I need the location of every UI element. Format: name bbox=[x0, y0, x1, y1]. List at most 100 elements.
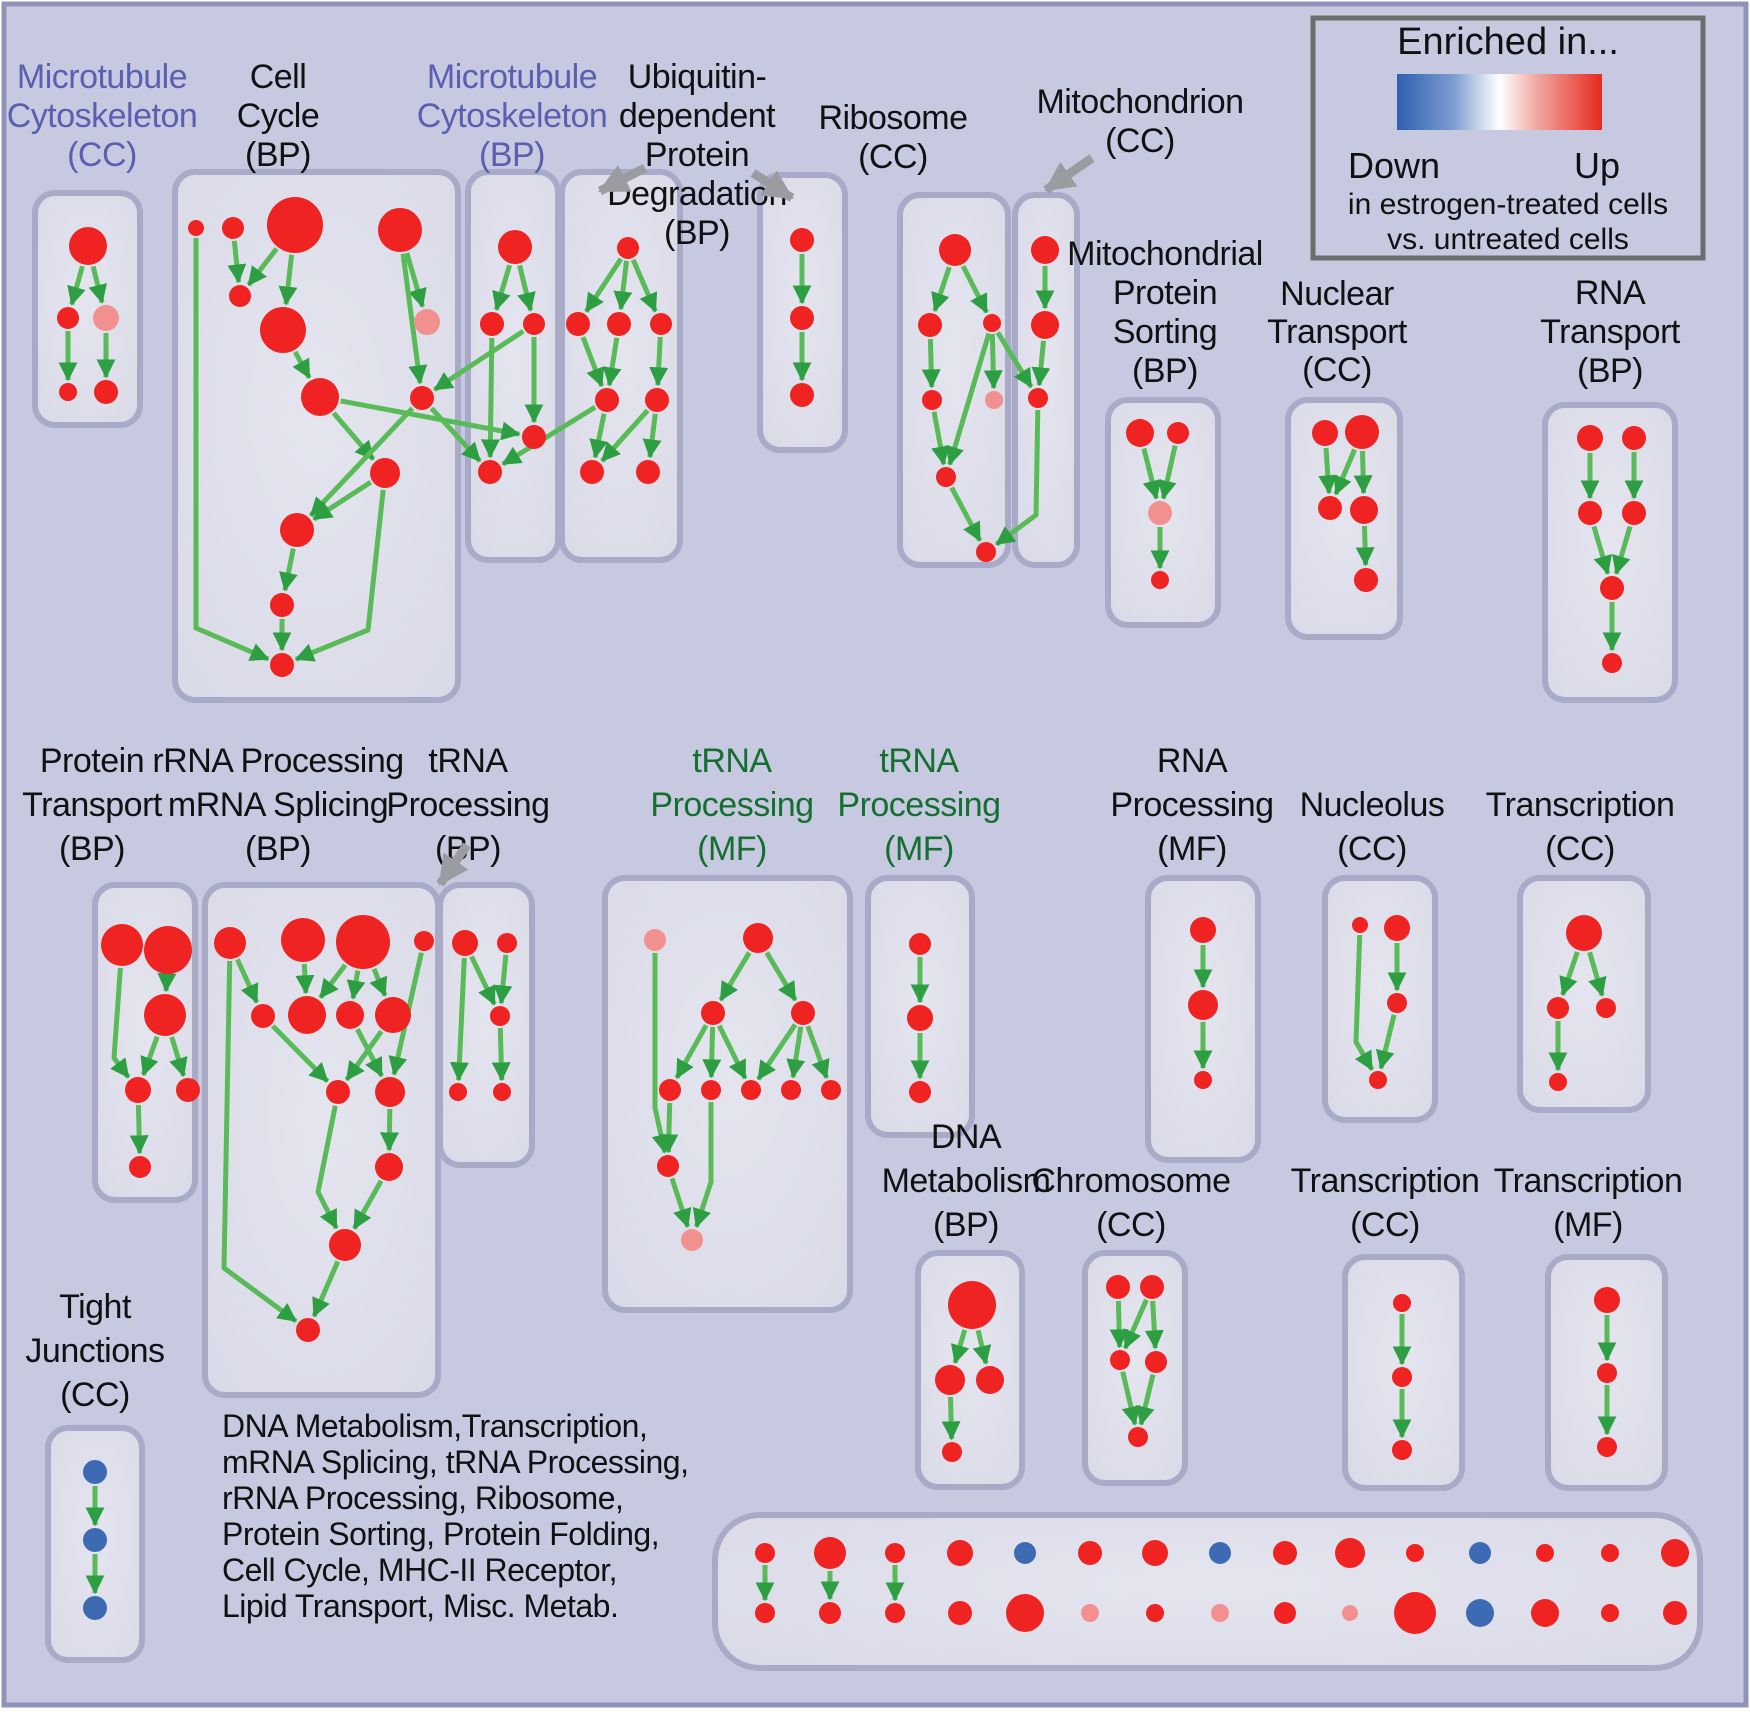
node-rrna-q4 bbox=[414, 931, 434, 951]
edge-c4-c7 bbox=[404, 252, 427, 308]
node-trmf1-g7 bbox=[741, 1080, 761, 1100]
edge-e4-e5 bbox=[1612, 525, 1633, 575]
edge-c11-c12 bbox=[279, 548, 298, 592]
cluster-label-rt: Transport bbox=[1540, 313, 1681, 351]
edge-q1-q5 bbox=[235, 958, 260, 1004]
edge-g4-g7 bbox=[756, 1023, 798, 1081]
edge-d2-d4 bbox=[941, 1396, 961, 1441]
node-trmf2-k2 bbox=[907, 1005, 933, 1031]
node-sum-sb15 bbox=[1663, 1601, 1687, 1625]
node-sum-sb3 bbox=[885, 1603, 905, 1623]
cluster-box-trmf1 bbox=[602, 875, 853, 1313]
cluster-label-rt: RNA bbox=[1575, 274, 1646, 312]
edge-ch2-ch4 bbox=[1144, 1300, 1164, 1350]
node-rrna-q6 bbox=[288, 996, 326, 1034]
edge-d1-d2 bbox=[950, 1329, 970, 1364]
cluster-label-chr: Chromosome bbox=[1031, 1162, 1230, 1200]
node-tcc3-z3 bbox=[1392, 1440, 1412, 1460]
edge-q9-q12 bbox=[315, 1105, 339, 1230]
node-sum-st8 bbox=[1209, 1542, 1231, 1564]
node-chr-ch2 bbox=[1140, 1275, 1164, 1299]
cluster-label-ub1: Ubiquitin- bbox=[628, 58, 767, 96]
edge-q8-q9 bbox=[344, 1029, 384, 1082]
misc-groups-text-line5: Cell Cycle, MHC-II Receptor, bbox=[222, 1552, 617, 1588]
edge-q1-q13 bbox=[221, 960, 298, 1324]
cluster-label-trmf2: tRNA bbox=[879, 742, 959, 780]
edge-ch1-ch3 bbox=[1109, 1300, 1129, 1349]
node-cc-c10 bbox=[370, 458, 400, 488]
legend-line1: in estrogen-treated cells bbox=[1348, 188, 1668, 221]
node-cc-c8 bbox=[301, 378, 339, 416]
node-mtcc-a5 bbox=[94, 380, 118, 404]
edge-g2-g4 bbox=[764, 951, 798, 1002]
node-cc-c11 bbox=[280, 513, 314, 547]
node-dna-d4 bbox=[942, 1442, 962, 1462]
edge-u5-m4 bbox=[501, 405, 597, 467]
node-ms-s2 bbox=[1167, 422, 1189, 444]
node-rrna-q12 bbox=[329, 1229, 361, 1261]
node-sum-st11 bbox=[1406, 1544, 1424, 1562]
cluster-box-nuc bbox=[1322, 875, 1438, 1123]
edge-tc1-tc2 bbox=[1559, 951, 1580, 997]
node-cc-c1 bbox=[188, 220, 204, 236]
cluster-label-dna: DNA bbox=[931, 1118, 1002, 1156]
misc-groups-text-line2: mRNA Splicing, tRNA Processing, bbox=[222, 1444, 688, 1480]
cluster-label-ms: Protein bbox=[1113, 274, 1217, 312]
node-chr-ch3 bbox=[1110, 1350, 1130, 1370]
node-sum-sb10 bbox=[1342, 1605, 1358, 1621]
edge-d1-d3 bbox=[972, 1329, 992, 1365]
cluster-label-nt: (CC) bbox=[1302, 351, 1372, 389]
node-cc-c7 bbox=[414, 309, 440, 335]
node-nt-n2 bbox=[1345, 415, 1379, 449]
edge-p3-p4 bbox=[140, 1035, 160, 1077]
node-tmf-f2 bbox=[1597, 1363, 1617, 1383]
node-rrna-q7 bbox=[336, 1001, 364, 1029]
node-rrna-q5 bbox=[251, 1004, 275, 1028]
node-mito-h1 bbox=[1031, 236, 1059, 264]
edge-tc1-tc3 bbox=[1587, 951, 1607, 997]
node-ub1-u2 bbox=[566, 312, 590, 336]
node-trmf1-g9 bbox=[821, 1080, 841, 1100]
cluster-label-nuc: Nucleolus bbox=[1300, 786, 1445, 824]
node-trmf2-k3 bbox=[909, 1081, 931, 1103]
node-sum-sb6 bbox=[1081, 1604, 1099, 1622]
node-cc-c3 bbox=[267, 197, 323, 253]
cluster-label-mito: Mitochondrion bbox=[1036, 83, 1243, 121]
node-cc-c2 bbox=[222, 217, 244, 239]
node-mtcc-a1 bbox=[69, 227, 107, 265]
node-sum-sb9 bbox=[1274, 1602, 1296, 1624]
edge-o3-o4 bbox=[1375, 1014, 1397, 1070]
misc-groups-text-line6: Lipid Transport, Misc. Metab. bbox=[222, 1588, 618, 1624]
cluster-box-cc bbox=[172, 169, 461, 703]
edge-c10-c13 bbox=[294, 489, 386, 662]
edge-r3-r6 bbox=[945, 332, 992, 466]
edge-c6-c8 bbox=[292, 350, 312, 379]
node-trmf1-g4 bbox=[791, 1001, 815, 1025]
node-trbp-t5 bbox=[493, 1083, 511, 1101]
cluster-label-ub1: Degradation bbox=[607, 175, 787, 213]
cluster-label-rnamf: Processing bbox=[1110, 786, 1273, 824]
edge-q2-q6 bbox=[295, 963, 315, 995]
node-ms-s3 bbox=[1148, 501, 1172, 525]
edge-g6-g11 bbox=[692, 1102, 714, 1228]
node-nt-n1 bbox=[1312, 420, 1338, 446]
node-sum-st15 bbox=[1661, 1539, 1689, 1567]
edge-c2-c5 bbox=[227, 240, 247, 284]
edge-g4-g8 bbox=[786, 1026, 806, 1079]
node-rt-e5 bbox=[1600, 576, 1624, 600]
node-chr-ch5 bbox=[1128, 1427, 1148, 1447]
node-tj-b1 bbox=[83, 1460, 107, 1484]
edge-o1-o4 bbox=[1353, 934, 1375, 1071]
cluster-label-cc: (BP) bbox=[245, 136, 311, 174]
node-nuc-o2 bbox=[1384, 915, 1410, 941]
node-sum-sb7 bbox=[1146, 1604, 1164, 1622]
edge-t2-t3 bbox=[493, 954, 513, 1005]
node-sum-sb11 bbox=[1394, 1592, 1436, 1634]
node-rnamf-w2 bbox=[1188, 990, 1218, 1020]
edge-m2-m4 bbox=[480, 337, 500, 459]
edge-q5-q9 bbox=[271, 1024, 330, 1084]
edge-c10-c11 bbox=[312, 480, 373, 522]
node-sum-st3 bbox=[885, 1543, 905, 1563]
node-rib-r3 bbox=[983, 314, 1001, 332]
